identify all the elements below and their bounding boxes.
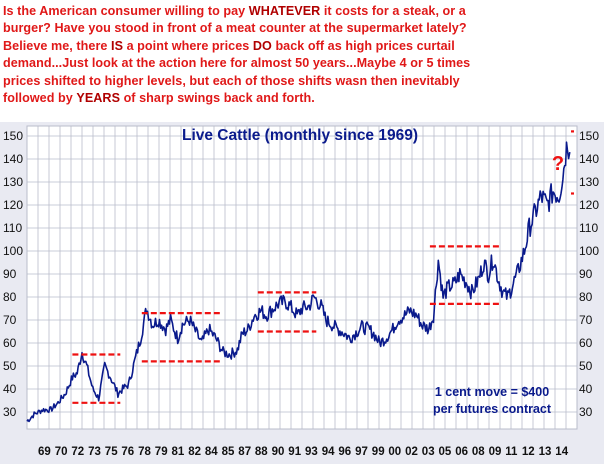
headline-line: Believe me, there IS a point where price… (3, 38, 601, 55)
x-tick-label: 70 (55, 446, 68, 458)
y-tick-label: 50 (3, 359, 17, 373)
chart-title: Live Cattle (monthly since 1969) (182, 127, 418, 144)
y-tick-label: 40 (3, 382, 17, 396)
x-axis: 69 70 72 73 75 76 78 79 81 82 84 85 87 88 90 91 93 94 96 97… (38, 446, 569, 458)
x-tick-label: 82 (188, 446, 201, 458)
annotation-line-1: 1 cent move = $400 (435, 385, 549, 399)
grid-lines (27, 126, 577, 429)
y-tick-label: 100 (3, 244, 23, 258)
y-tick-label: 70 (579, 313, 593, 327)
y-tick-label: 30 (3, 405, 17, 419)
x-tick-label: 73 (88, 446, 101, 458)
y-tick-label: 80 (579, 290, 593, 304)
y-tick-label: 140 (579, 152, 599, 166)
x-tick-label: 02 (405, 446, 418, 458)
y-tick-label: 80 (3, 290, 17, 304)
y-tick-label: 50 (579, 359, 593, 373)
headline-segment: burger? Have you stood in front of a mea… (3, 21, 467, 36)
x-tick-label: 11 (505, 446, 518, 458)
headline-segment: followed by (3, 91, 77, 106)
y-tick-label: 130 (579, 175, 599, 189)
headline-segment: back off as high prices curtail (271, 38, 455, 53)
x-tick-label: 79 (155, 446, 168, 458)
x-tick-label: 08 (472, 446, 485, 458)
x-tick-label: 09 (489, 446, 502, 458)
headline-line: demand...Just look at the action here fo… (3, 55, 601, 72)
y-tick-label: 120 (579, 198, 599, 212)
x-tick-label: 76 (121, 446, 134, 458)
headline-line: Is the American consumer willing to pay … (3, 3, 601, 20)
x-tick-label: 93 (305, 446, 318, 458)
headline-emphasis: IS (111, 38, 124, 53)
price-series-line (26, 141, 571, 423)
x-tick-label: 97 (355, 446, 368, 458)
x-tick-label: 91 (288, 446, 301, 458)
y-axis-left: 30 40 50 60 70 80 90 100 110 120 130 140 150 (3, 129, 23, 419)
x-tick-label: 12 (522, 446, 535, 458)
headline-segment: demand...Just look at the action here fo… (3, 56, 471, 71)
x-tick-label: 85 (222, 446, 235, 458)
headline-text: Is the American consumer willing to pay … (3, 3, 601, 107)
y-tick-label: 100 (579, 244, 599, 258)
annotation-line-2: per futures contract (433, 402, 552, 416)
y-tick-label: 90 (579, 267, 593, 281)
x-tick-label: 84 (205, 446, 218, 458)
y-tick-label: 140 (3, 152, 23, 166)
y-axis-right: 30 40 50 60 70 80 90 100 110 120 130 140 150 (579, 129, 599, 419)
x-tick-label: 06 (455, 446, 468, 458)
y-tick-label: 120 (3, 198, 23, 212)
headline-segment: Is the American consumer willing to pay (3, 4, 249, 18)
x-tick-label: 96 (338, 446, 351, 458)
headline-line: prices shifted to higher levels, but eac… (3, 73, 601, 90)
x-tick-label: 81 (172, 446, 185, 458)
x-tick-label: 13 (539, 446, 552, 458)
headline-segment: of sharp swings back and forth. (120, 91, 315, 106)
x-tick-label: 03 (422, 446, 435, 458)
range-lines (72, 130, 574, 404)
y-tick-label: 30 (579, 405, 593, 419)
y-tick-label: 60 (3, 336, 17, 350)
headline-line: burger? Have you stood in front of a mea… (3, 20, 601, 37)
headline-segment: it costs for a steak, or a (320, 4, 466, 18)
y-tick-label: 70 (3, 313, 17, 327)
x-tick-label: 14 (555, 446, 568, 458)
y-tick-label: 150 (3, 129, 23, 143)
headline-line: followed by YEARS of sharp swings back a… (3, 90, 601, 107)
chart-frame: 30 40 50 60 70 80 90 100 110 120 130 140 150 30 40 50 6… (0, 122, 604, 464)
y-tick-label: 40 (579, 382, 593, 396)
question-mark: ? (552, 153, 564, 175)
y-tick-label: 110 (3, 221, 22, 235)
headline-emphasis: WHATEVER (248, 4, 321, 18)
headline-emphasis: YEARS (76, 91, 121, 106)
y-tick-label: 110 (579, 221, 598, 235)
live-cattle-chart: 30 40 50 60 70 80 90 100 110 120 130 140 150 30 40 50 6… (3, 125, 599, 458)
x-tick-label: 90 (272, 446, 285, 458)
x-tick-label: 69 (38, 446, 51, 458)
y-tick-label: 130 (3, 175, 23, 189)
x-tick-label: 72 (71, 446, 84, 458)
y-tick-label: 60 (579, 336, 593, 350)
x-tick-label: 78 (138, 446, 151, 458)
series-group (26, 141, 571, 423)
x-tick-label: 87 (238, 446, 251, 458)
headline-segment: Believe me, there (3, 38, 112, 53)
x-tick-label: 75 (105, 446, 118, 458)
headline-segment: a point where prices (123, 38, 253, 53)
x-tick-label: 99 (372, 446, 385, 458)
y-tick-label: 90 (3, 267, 17, 281)
headline-segment: prices shifted to higher levels, but eac… (3, 73, 460, 88)
headline-emphasis: DO (252, 38, 272, 53)
y-tick-label: 150 (579, 129, 599, 143)
x-tick-label: 05 (439, 446, 452, 458)
x-tick-label: 94 (322, 446, 335, 458)
x-tick-label: 88 (255, 446, 268, 458)
x-tick-label: 00 (388, 446, 401, 458)
